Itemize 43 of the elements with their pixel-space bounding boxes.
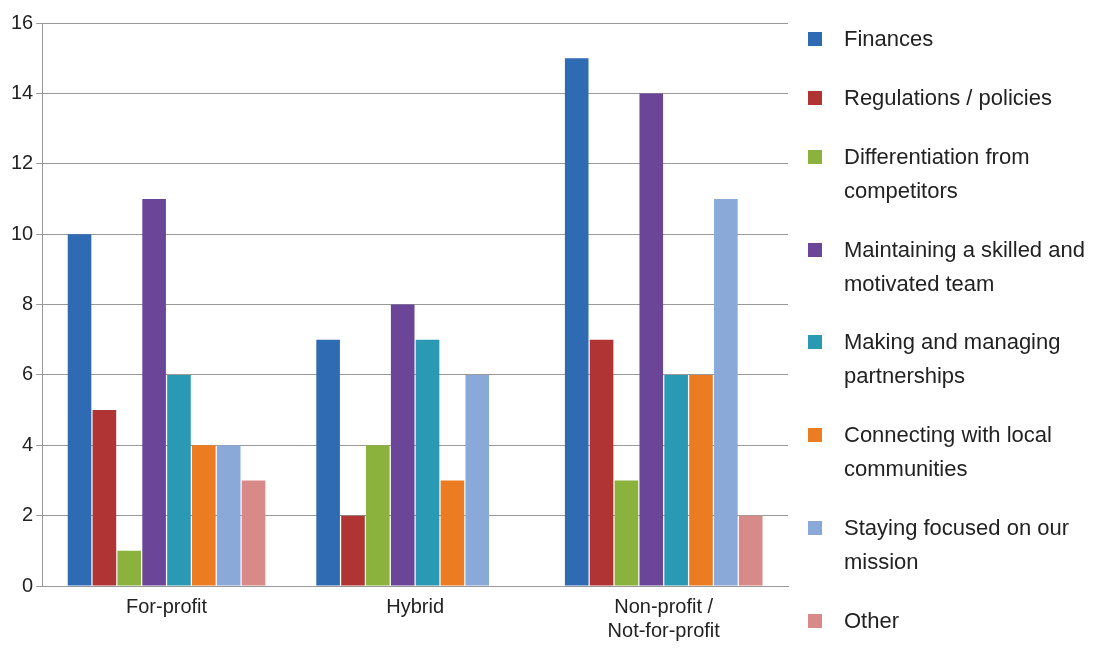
legend-label: Finances — [844, 25, 934, 53]
y-tick-label: 4 — [22, 432, 34, 455]
bar — [192, 445, 216, 586]
legend-label: Maintaining a skilled and motivated team — [844, 235, 1086, 298]
bar — [614, 480, 639, 586]
bar — [465, 374, 490, 586]
y-tick-label: 8 — [22, 292, 34, 315]
bar — [92, 410, 117, 586]
bar — [142, 198, 166, 586]
legend-label: Other — [844, 606, 900, 635]
bar — [440, 480, 465, 586]
x-tick-label: Non-profit / Not-for-profit — [607, 594, 721, 641]
legend-label: Regulations / policies — [844, 83, 1052, 112]
y-tick-label: 16 — [11, 10, 34, 33]
bar — [216, 445, 241, 586]
bar — [341, 515, 365, 586]
x-tick-label: Hybrid — [386, 594, 445, 617]
bar — [564, 58, 589, 586]
legend-label: Connecting with local communities — [844, 421, 1053, 484]
y-tick-label: 10 — [11, 221, 34, 244]
bar — [167, 374, 191, 586]
bar — [589, 339, 614, 586]
legend-label: Differentiation from competitors — [844, 142, 1031, 205]
bar — [415, 339, 440, 586]
bar — [390, 304, 415, 586]
bar — [366, 445, 390, 586]
bar — [738, 515, 763, 586]
y-tick-label: 2 — [22, 503, 34, 526]
bar — [714, 198, 738, 586]
bar — [664, 374, 688, 586]
bar — [639, 93, 664, 586]
y-tick-label: 0 — [22, 573, 34, 596]
bar — [117, 550, 142, 586]
y-tick-label: 12 — [11, 151, 34, 174]
legend-label: Staying focused on our mission — [844, 514, 1071, 577]
x-tick-label: For-profit — [125, 594, 208, 617]
y-tick-label: 14 — [11, 80, 34, 103]
y-tick-label: 6 — [22, 362, 34, 385]
bar — [241, 480, 266, 586]
bar — [689, 374, 713, 586]
legend-label: Making and managing partnerships — [844, 328, 1062, 391]
bar — [67, 234, 92, 586]
bar — [316, 339, 340, 586]
